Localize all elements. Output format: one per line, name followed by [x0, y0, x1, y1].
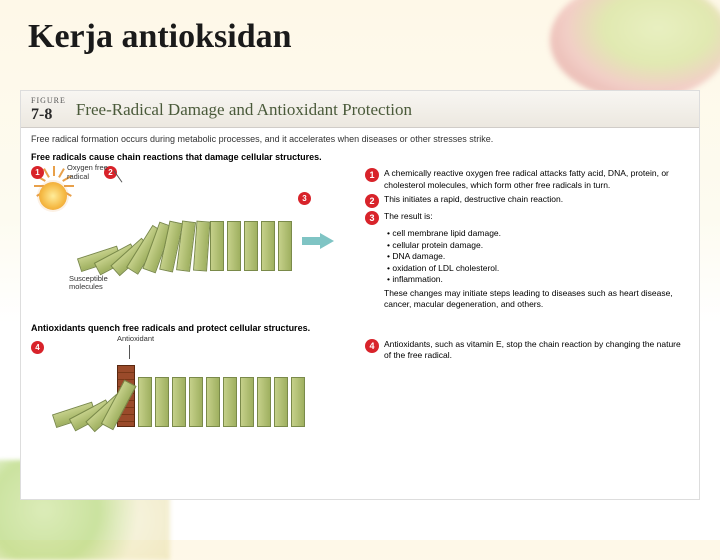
legend-text-3: The result is: — [384, 211, 433, 225]
legend-text-2: This initiates a rapid, destructive chai… — [384, 194, 563, 208]
legend-footnote: These changes may initiate steps leading… — [384, 288, 685, 311]
result-list: cell membrane lipid damage. cellular pro… — [387, 228, 685, 285]
marker-3: 3 — [298, 192, 311, 205]
diagram-damage: 1 2 3 Oxygen free radical Susceptible mo… — [29, 164, 359, 289]
legend-item-2: 2 This initiates a rapid, destructive ch… — [365, 194, 685, 208]
result-4: inflammation. — [387, 274, 685, 285]
legend-item-1: 1 A chemically reactive oxygen free radi… — [365, 168, 685, 191]
legend-item-4: 4 Antioxidants, such as vitamin E, stop … — [365, 339, 685, 362]
figure-intro: Free radical formation occurs during met… — [21, 128, 699, 148]
legend-section1: 1 A chemically reactive oxygen free radi… — [359, 164, 691, 314]
marker-3-badge: 3 — [365, 211, 379, 225]
result-3: oxidation of LDL cholesterol. — [387, 263, 685, 274]
decorative-fruit-top — [550, 0, 720, 100]
section1-heading: Free radicals cause chain reactions that… — [21, 148, 699, 164]
marker-2-badge: 2 — [365, 194, 379, 208]
page-title: Kerja antioksidan — [28, 18, 292, 56]
section2-row: 4 Antioxidant — [21, 335, 699, 445]
pointer-line-antiox — [129, 345, 130, 359]
label-antioxidant: Antioxidant — [117, 335, 154, 343]
figure-number-box: FIGURE 7-8 — [31, 97, 66, 123]
legend-item-3: 3 The result is: — [365, 211, 685, 225]
result-1: cellular protein damage. — [387, 240, 685, 251]
legend-text-1: A chemically reactive oxygen free radica… — [384, 168, 685, 191]
section2-heading: Antioxidants quench free radicals and pr… — [21, 319, 699, 335]
domino-row-stopped — [49, 365, 305, 427]
label-susceptible-molecules: Susceptible molecules — [69, 275, 124, 292]
figure-header: FIGURE 7-8 Free-Radical Damage and Antio… — [21, 91, 699, 128]
legend-section2: 4 Antioxidants, such as vitamin E, stop … — [359, 335, 691, 445]
marker-4: 4 — [31, 341, 44, 354]
domino-row-falling — [74, 221, 292, 271]
figure-label: FIGURE — [31, 97, 66, 106]
marker-1-badge: 1 — [365, 168, 379, 182]
arrow-right-icon — [320, 233, 334, 249]
figure-title: Free-Radical Damage and Antioxidant Prot… — [76, 100, 412, 120]
legend-text-4: Antioxidants, such as vitamin E, stop th… — [384, 339, 685, 362]
result-0: cell membrane lipid damage. — [387, 228, 685, 239]
figure-number: 7-8 — [31, 106, 66, 124]
diagram-protection: 4 Antioxidant — [29, 335, 359, 445]
label-oxygen-free-radical: Oxygen free radical — [67, 164, 115, 181]
marker-4-badge: 4 — [365, 339, 379, 353]
section1-row: 1 2 3 Oxygen free radical Susceptible mo… — [21, 164, 699, 314]
figure-panel: FIGURE 7-8 Free-Radical Damage and Antio… — [20, 90, 700, 500]
result-2: DNA damage. — [387, 251, 685, 262]
